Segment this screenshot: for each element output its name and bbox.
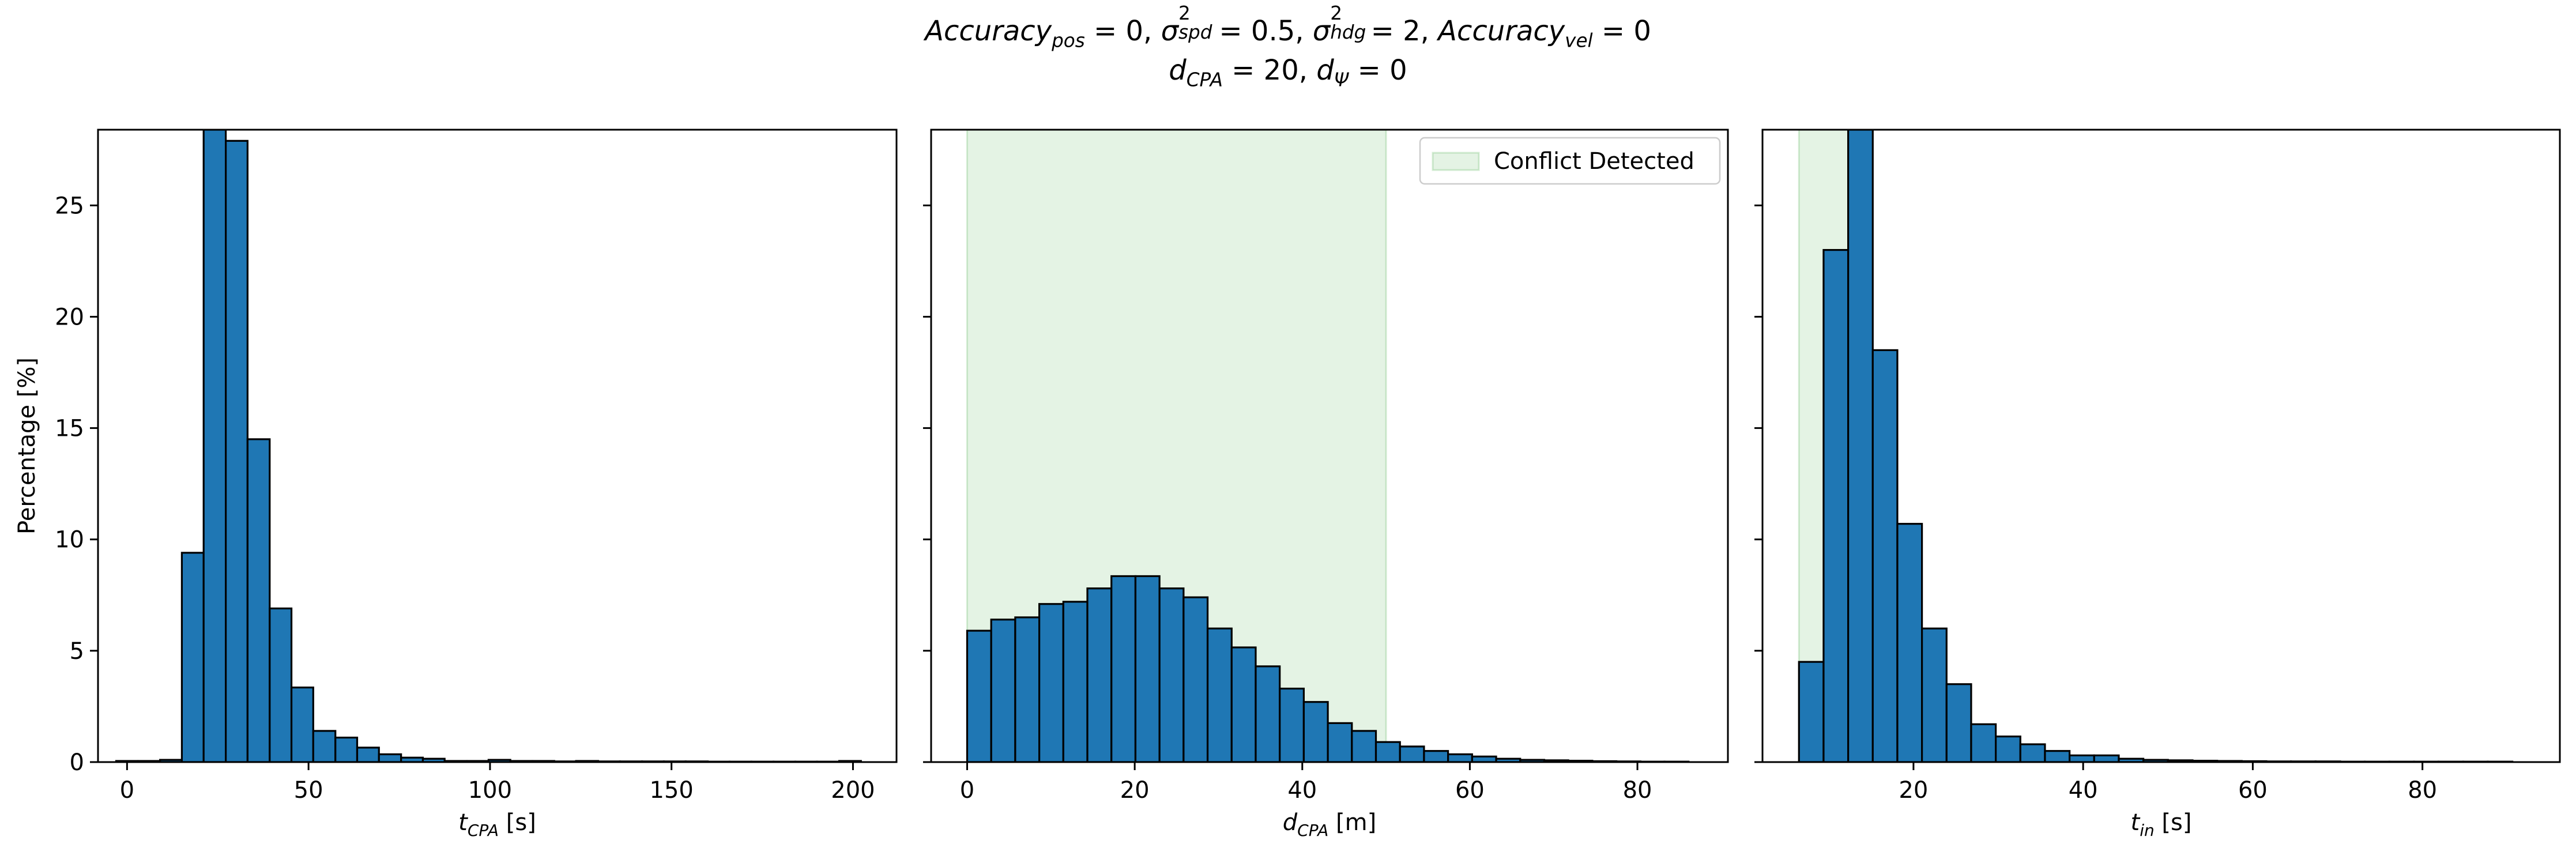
histogram-bar bbox=[1399, 745, 1425, 762]
x-axis-label: dCPA [m] bbox=[1283, 809, 1376, 840]
x-tick-label: 0 bbox=[120, 777, 134, 804]
histogram-bar bbox=[1230, 646, 1257, 762]
axes-frame bbox=[1761, 129, 2561, 763]
histogram-bar bbox=[290, 687, 314, 762]
x-tick-label: 80 bbox=[2408, 777, 2437, 804]
histogram-bar bbox=[225, 140, 248, 762]
histogram-bar bbox=[180, 552, 205, 762]
histogram-bar bbox=[1847, 130, 1874, 762]
histogram-bar bbox=[246, 438, 271, 762]
histogram-bar bbox=[1945, 683, 1972, 762]
axes-frame bbox=[930, 129, 1729, 763]
x-tick-label: 80 bbox=[1623, 777, 1652, 804]
histogram-bar bbox=[1798, 661, 1825, 762]
x-tick-label: 20 bbox=[1899, 777, 1928, 804]
x-axis-label: tin [s] bbox=[2131, 809, 2192, 840]
histogram-bar bbox=[1921, 627, 1948, 762]
histogram-bar bbox=[312, 730, 337, 762]
histogram-bar bbox=[2093, 754, 2120, 762]
histogram-bar bbox=[2044, 750, 2071, 762]
legend-label: Conflict Detected bbox=[1494, 148, 1694, 175]
legend: Conflict Detected bbox=[1419, 137, 1721, 185]
histogram-bar bbox=[1206, 627, 1233, 762]
x-tick-label: 40 bbox=[2069, 777, 2098, 804]
histogram-bar bbox=[1279, 687, 1305, 762]
histogram-bar bbox=[334, 736, 359, 762]
y-axis-label: Percentage [%] bbox=[14, 357, 40, 534]
subplot-1: 0 50 100 150 200 0 5 10 15 20 25 tCPA [s] Percentage… bbox=[14, 129, 898, 840]
histogram-bar bbox=[1255, 665, 1281, 762]
x-tick-label: 200 bbox=[831, 777, 875, 804]
subplot-3: 20 40 60 80 tin [s] bbox=[1754, 129, 2561, 840]
histogram-bar bbox=[990, 619, 1016, 762]
histogram-bar bbox=[1351, 730, 1377, 762]
y-tick-label: 10 bbox=[55, 527, 84, 553]
y-tick-label: 0 bbox=[70, 749, 84, 776]
histogram-bar bbox=[1014, 616, 1041, 762]
histogram-bar bbox=[1995, 735, 2021, 762]
histogram-bar bbox=[2069, 754, 2095, 762]
y-tick-label: 5 bbox=[70, 638, 84, 665]
histogram-bar bbox=[966, 629, 992, 762]
histogram-bar bbox=[1182, 596, 1209, 762]
histogram-bar bbox=[1871, 349, 1899, 762]
y-tick-label: 20 bbox=[55, 304, 84, 330]
x-tick-label: 60 bbox=[2238, 777, 2268, 804]
figure-title-line1: Accuracypos = 0, σ 2 spd = 0.5, σ 2 hdg = 2,… bbox=[925, 2, 1651, 52]
x-axis-label: tCPA [s] bbox=[458, 809, 536, 840]
histogram-bar bbox=[1086, 587, 1113, 762]
x-tick-label: 100 bbox=[468, 777, 512, 804]
histogram-bar bbox=[1447, 753, 1473, 762]
histogram-bar bbox=[1822, 248, 1850, 762]
x-tick-label: 150 bbox=[650, 777, 694, 804]
legend-swatch bbox=[1432, 152, 1480, 171]
x-tick-label: 60 bbox=[1455, 777, 1485, 804]
subplot-2: 0 20 40 60 80 dCPA [m] Conflict Detected bbox=[923, 129, 1729, 840]
histogram-bar bbox=[2019, 743, 2046, 762]
histogram-bar bbox=[1302, 701, 1329, 762]
histogram-bar bbox=[1896, 523, 1923, 762]
x-tick-label: 50 bbox=[294, 777, 323, 804]
histogram-bar bbox=[1374, 741, 1401, 762]
histogram-bar bbox=[1970, 723, 1997, 762]
histogram-bar bbox=[378, 753, 402, 762]
histogram-bar bbox=[1038, 603, 1064, 762]
axes-frame bbox=[97, 129, 898, 763]
figure-title-line2: dCPA = 20, dΨ = 0 bbox=[1169, 54, 1407, 91]
histogram-bar bbox=[202, 130, 227, 762]
histogram-bar bbox=[1110, 575, 1137, 762]
y-tick-label: 25 bbox=[55, 193, 84, 219]
x-tick-label: 40 bbox=[1287, 777, 1317, 804]
histogram-bar bbox=[1062, 601, 1089, 762]
histogram-bar bbox=[1327, 722, 1353, 762]
y-tick-label: 15 bbox=[55, 416, 84, 442]
histogram-bar bbox=[269, 607, 293, 762]
x-tick-label: 0 bbox=[960, 777, 974, 804]
x-tick-label: 20 bbox=[1120, 777, 1150, 804]
histogram-bar bbox=[356, 747, 380, 762]
histogram-bar bbox=[1423, 750, 1449, 762]
histogram-bar bbox=[1158, 587, 1185, 762]
histogram-bar bbox=[1134, 575, 1161, 762]
